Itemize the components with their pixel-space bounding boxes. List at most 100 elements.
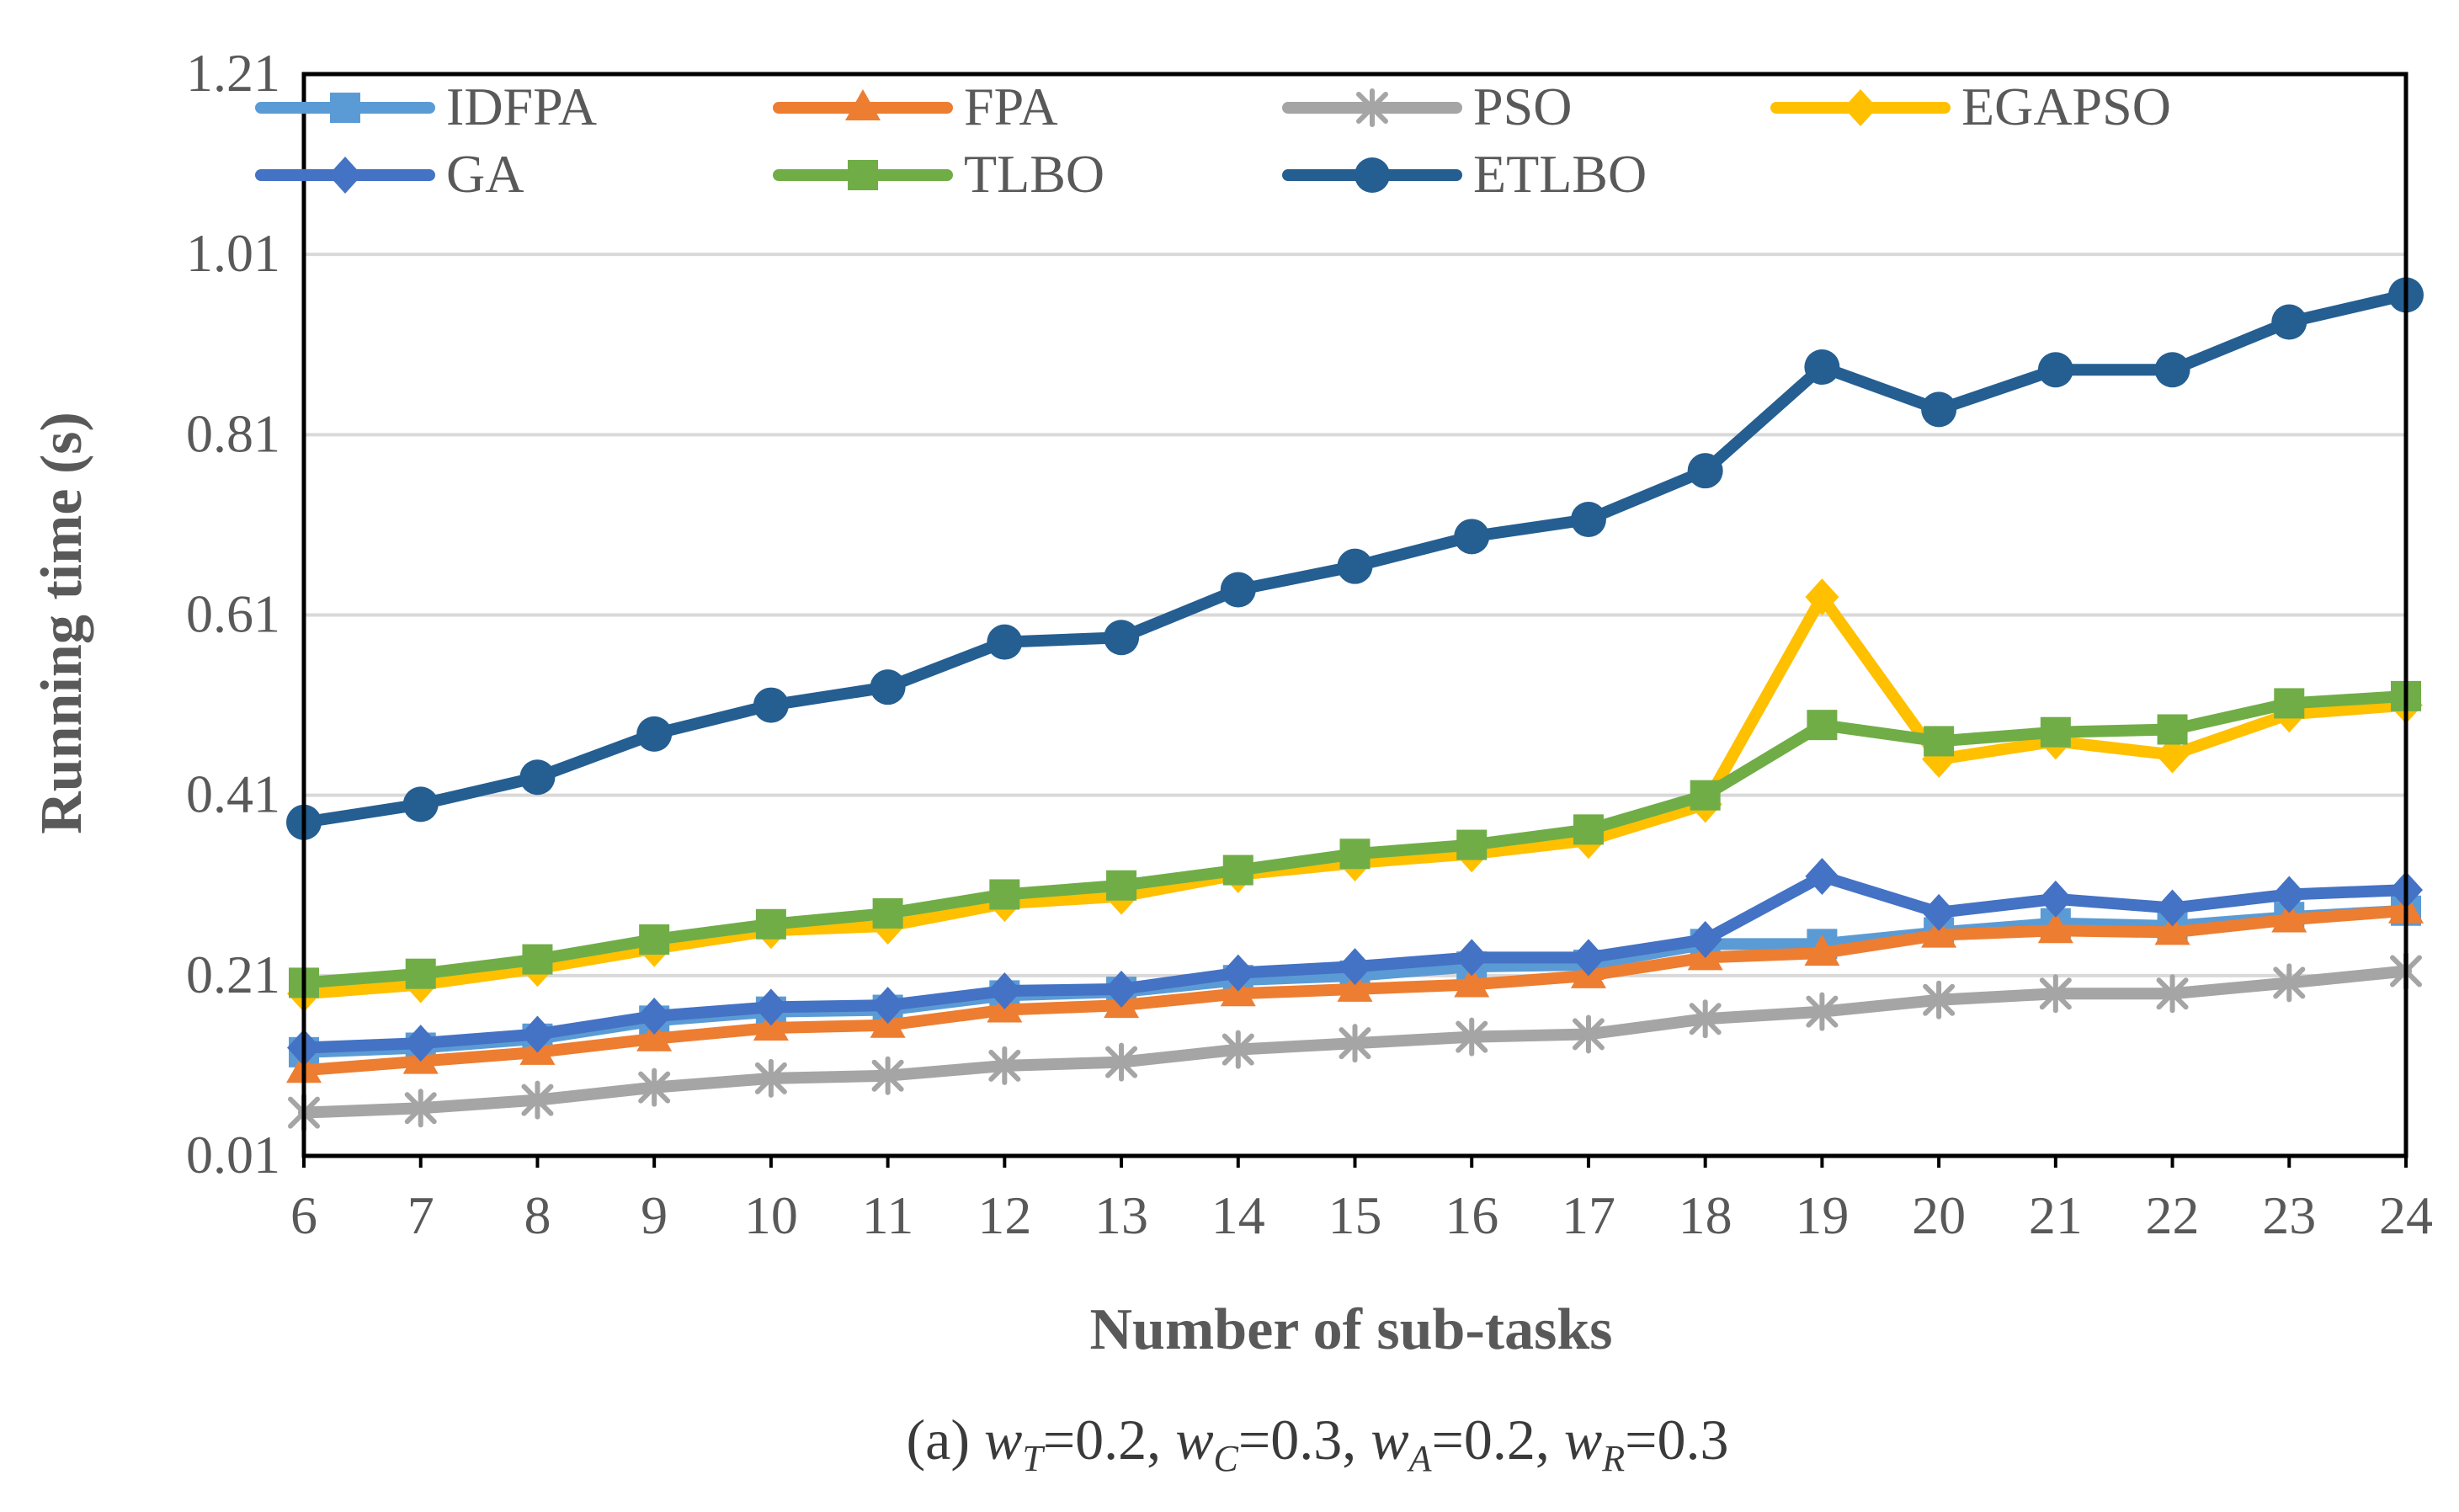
data-point-pso xyxy=(1806,992,1839,1031)
caption-subscript-T: T xyxy=(1022,1438,1046,1479)
data-point-ga xyxy=(520,1015,555,1053)
data-point-egapso xyxy=(1805,578,1839,616)
x-tick-label: 21 xyxy=(2029,1185,2083,1245)
caption-w-symbol: w xyxy=(1564,1408,1602,1472)
data-point-ga xyxy=(2038,880,2073,918)
data-point-ga xyxy=(1104,970,1139,1008)
caption-subscript-R: R xyxy=(1601,1438,1625,1479)
data-point-tlbo xyxy=(2157,714,2188,745)
x-tick-label: 13 xyxy=(1094,1185,1148,1245)
data-point-tlbo xyxy=(1807,710,1838,741)
data-point-tlbo xyxy=(522,944,553,975)
legend-label: TLBO xyxy=(964,144,1104,204)
legend-item-etlbo: ETLBO xyxy=(1282,144,1647,204)
data-point-pso xyxy=(404,1089,437,1128)
data-point-ga xyxy=(637,998,672,1036)
data-point-etlbo xyxy=(1570,501,1606,537)
x-tick-label: 18 xyxy=(1679,1185,1732,1245)
data-point-etlbo xyxy=(987,624,1023,660)
legend-item-pso: PSO xyxy=(1282,77,1572,136)
data-point-ga xyxy=(1805,858,1839,896)
caption-wT-value: =0.2, xyxy=(1043,1408,1175,1472)
x-tick-label: 10 xyxy=(744,1185,798,1245)
figure-caption: (a) wT=0.2, wC=0.3, wA=0.2, wR=0.3 xyxy=(907,1408,1729,1479)
data-point-ga xyxy=(1922,893,1956,931)
y-tick-label: 0.81 xyxy=(186,403,280,463)
data-point-pso xyxy=(2039,974,2072,1014)
data-point-etlbo xyxy=(1921,391,1957,428)
data-point-fpa xyxy=(1337,970,1373,1002)
data-point-fpa xyxy=(2271,901,2307,933)
data-point-ga xyxy=(1221,954,1255,992)
x-tick-label: 9 xyxy=(641,1185,668,1245)
data-point-etlbo xyxy=(402,786,439,823)
data-point-etlbo xyxy=(1454,519,1490,555)
data-point-tlbo xyxy=(1339,839,1371,870)
data-point-etlbo xyxy=(2271,304,2307,340)
data-point-ga xyxy=(987,972,1022,1010)
data-point-pso xyxy=(1222,1030,1254,1069)
y-axis-ticks: 0.01 0.21 0.41 0.61 0.81 1.01 1.21 xyxy=(186,43,280,1185)
caption-w-symbol: w xyxy=(1371,1408,1408,1472)
caption-subscript-C: C xyxy=(1214,1438,1239,1479)
data-point-pso xyxy=(1923,980,1956,1020)
data-point-pso xyxy=(1105,1042,1138,1082)
y-tick-label: 0.21 xyxy=(186,945,280,1004)
legend-label: GA xyxy=(446,144,524,204)
data-point-fpa xyxy=(1804,934,1840,966)
legend-item-idfpa: IDFPA xyxy=(255,77,597,136)
x-tick-label: 15 xyxy=(1328,1185,1382,1245)
series-tlbo xyxy=(289,680,2421,998)
data-point-tlbo xyxy=(405,958,436,989)
legend-item-tlbo: TLBO xyxy=(773,144,1104,204)
y-tick-label: 0.41 xyxy=(186,764,280,824)
data-point-tlbo xyxy=(1106,870,1137,901)
data-point-etlbo xyxy=(636,716,673,752)
legend: IDFPA FPA PSO EGAPSO GA TLBO ETLBO xyxy=(255,77,2171,204)
data-point-pso xyxy=(871,1056,904,1095)
x-tick-label: 11 xyxy=(862,1185,914,1245)
x-tick-label: 16 xyxy=(1445,1185,1498,1245)
data-point-tlbo xyxy=(989,879,1020,910)
legend-item-ga: GA xyxy=(255,144,524,204)
data-point-tlbo xyxy=(2274,688,2305,719)
data-point-pso xyxy=(2273,963,2306,1003)
data-point-etlbo xyxy=(519,759,556,796)
legend-marker xyxy=(1355,157,1390,193)
data-point-tlbo xyxy=(872,897,903,929)
caption-w-symbol: w xyxy=(1175,1408,1213,1472)
data-point-pso xyxy=(1572,1014,1605,1054)
x-tick-label: 8 xyxy=(524,1185,551,1245)
data-point-fpa xyxy=(636,1020,673,1051)
series-group xyxy=(286,277,2424,1132)
x-tick-label: 12 xyxy=(977,1185,1031,1245)
legend-marker xyxy=(328,157,362,194)
legend-marker xyxy=(1844,89,1877,126)
x-tick-label: 20 xyxy=(1912,1185,1966,1245)
caption-subscript-A: A xyxy=(1407,1438,1433,1479)
data-point-tlbo xyxy=(1573,814,1604,845)
data-point-etlbo xyxy=(1804,349,1840,386)
data-point-ga xyxy=(1571,939,1605,977)
caption-wC-value: =0.3, xyxy=(1238,1408,1371,1472)
y-tick-label: 0.61 xyxy=(186,584,280,644)
legend-marker xyxy=(1356,88,1388,127)
x-tick-label: 7 xyxy=(407,1185,434,1245)
data-point-fpa xyxy=(2154,913,2190,945)
legend-label: IDFPA xyxy=(446,77,597,136)
y-tick-label: 0.01 xyxy=(186,1125,280,1185)
data-point-etlbo xyxy=(1337,548,1373,584)
data-point-etlbo xyxy=(753,687,789,723)
data-point-pso xyxy=(754,1058,787,1098)
data-point-pso xyxy=(1689,999,1722,1039)
data-point-pso xyxy=(1339,1024,1371,1063)
data-point-tlbo xyxy=(1690,780,1721,811)
data-point-fpa xyxy=(1921,916,1957,948)
caption-w-symbol: w xyxy=(984,1408,1022,1472)
data-point-tlbo xyxy=(1456,829,1488,860)
y-tick-label: 1.01 xyxy=(186,223,280,283)
data-point-pso xyxy=(521,1080,554,1120)
data-point-ga xyxy=(1688,921,1722,958)
x-tick-label: 14 xyxy=(1211,1185,1265,1245)
